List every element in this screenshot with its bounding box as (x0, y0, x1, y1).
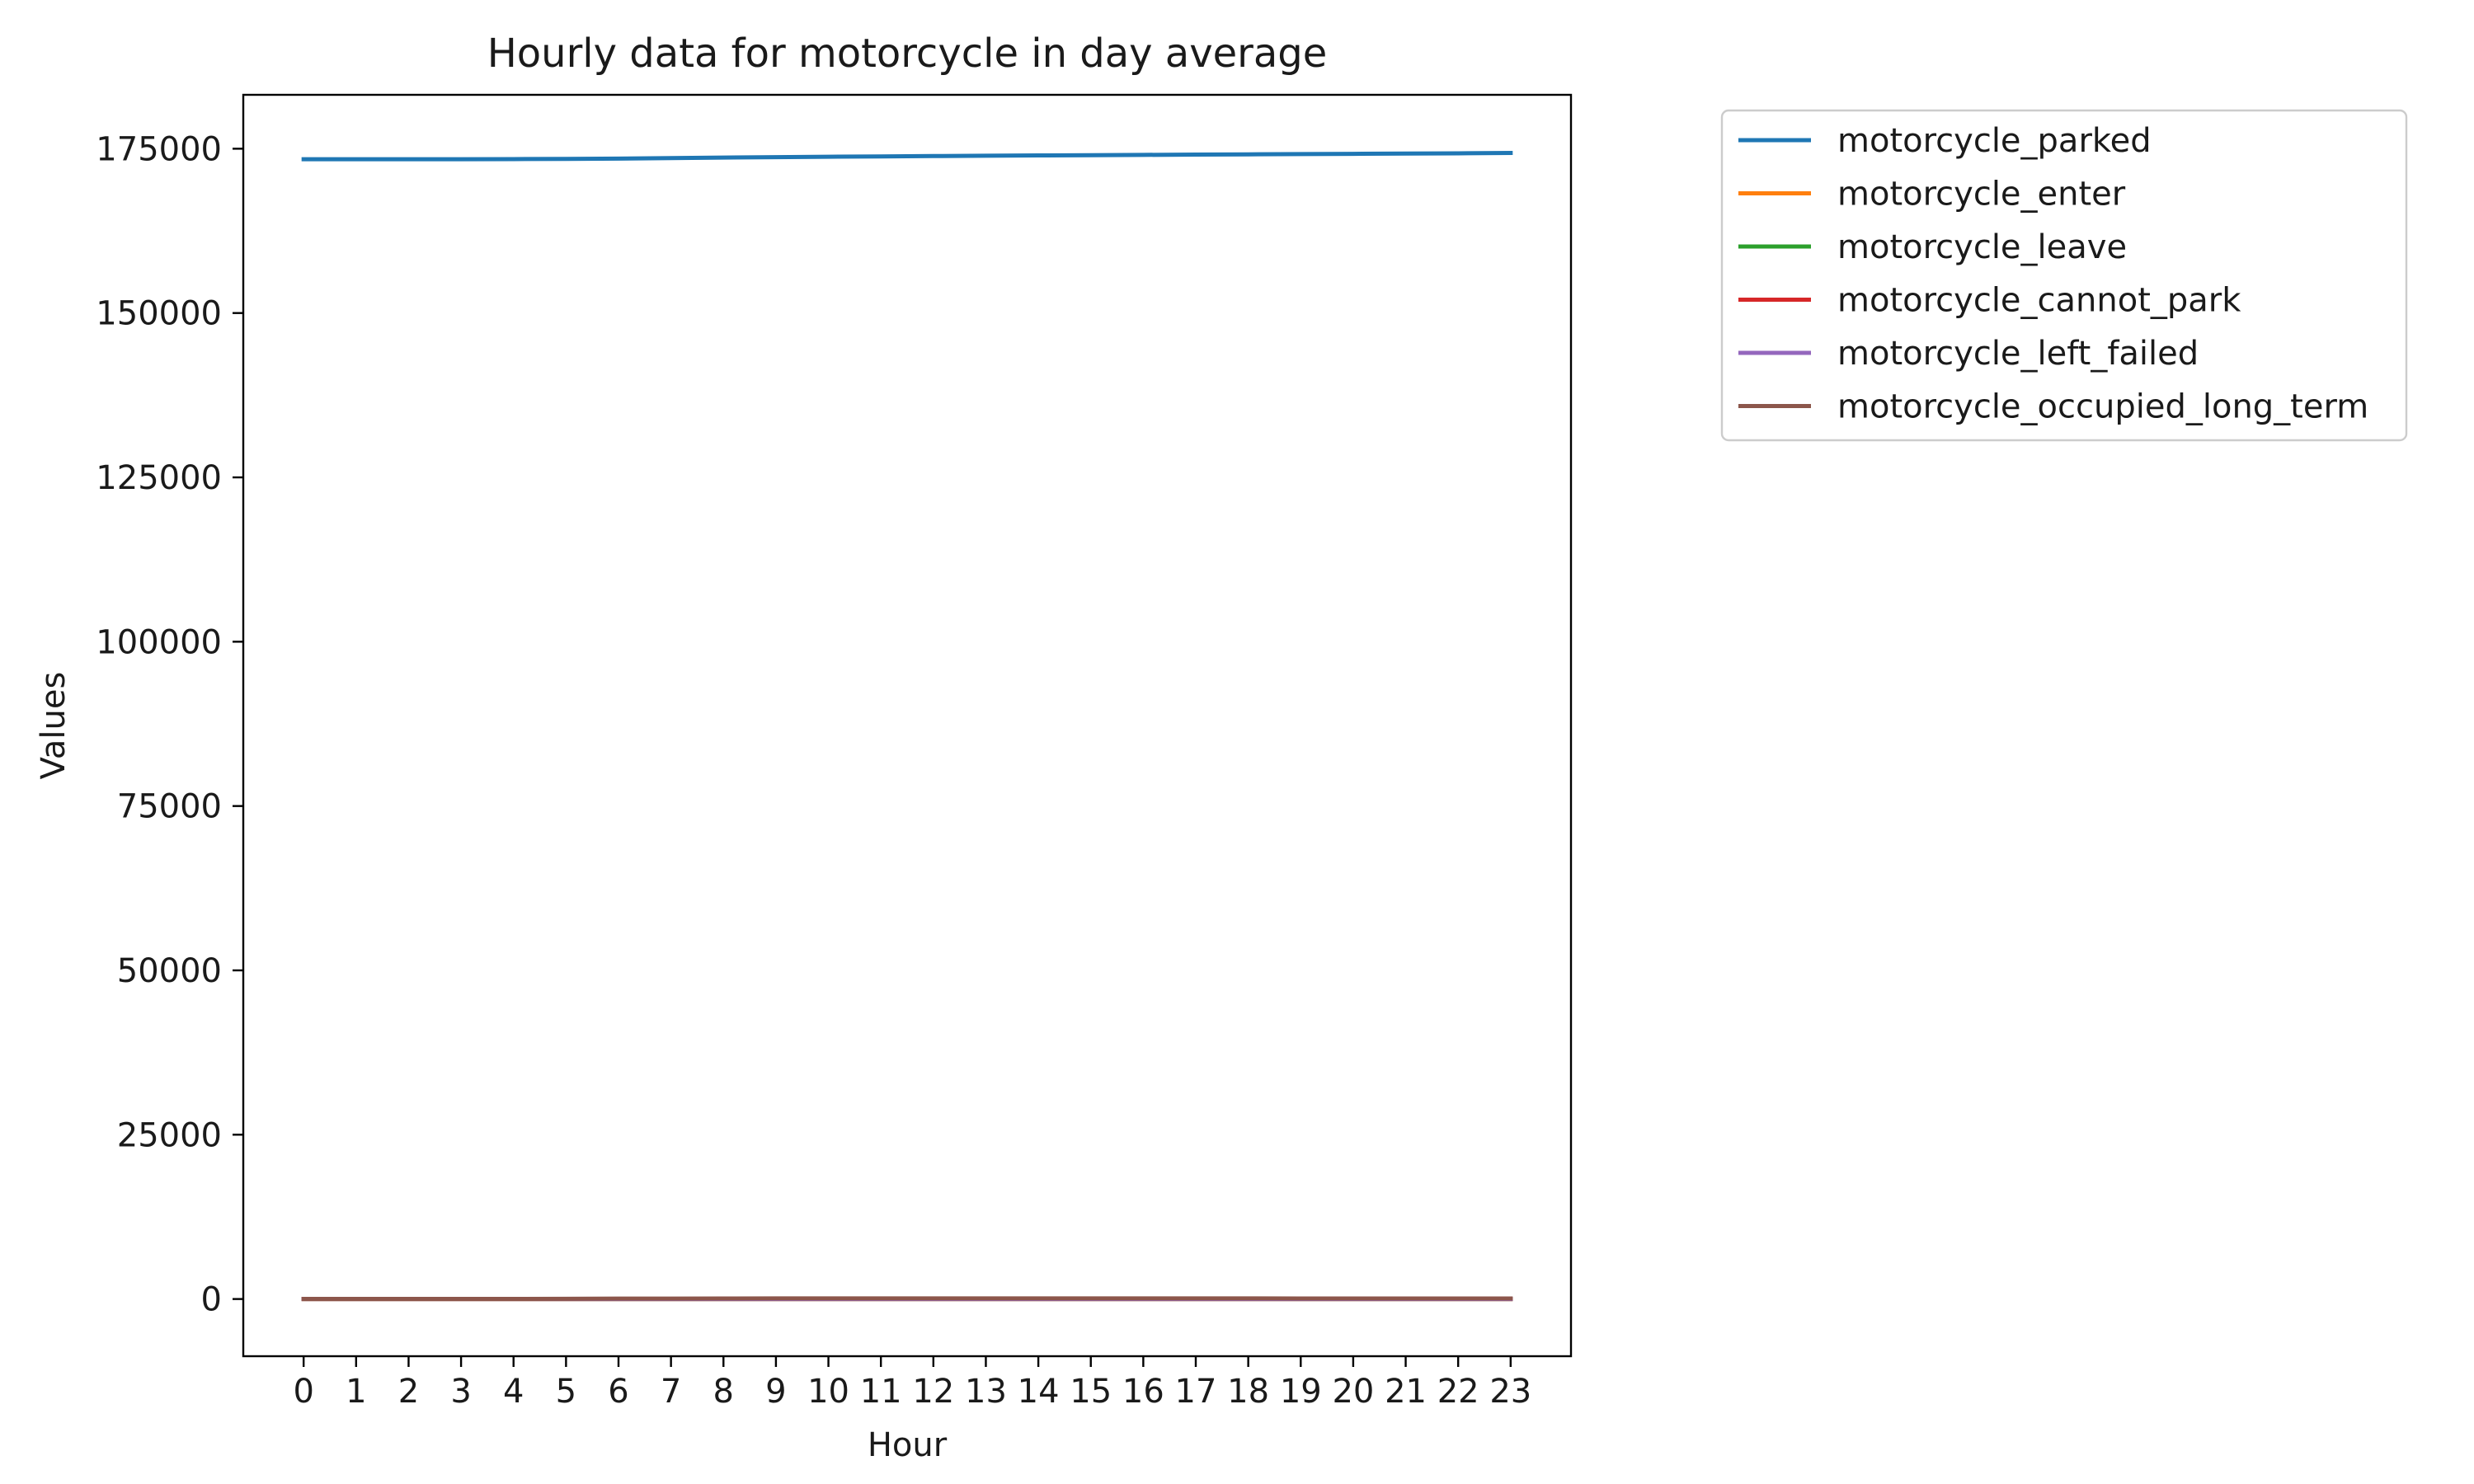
x-tick-label: 0 (293, 1373, 313, 1411)
x-tick-label: 10 (807, 1373, 849, 1411)
x-tick-label: 15 (1070, 1373, 1112, 1411)
x-tick-label: 6 (608, 1373, 628, 1411)
x-tick-label: 12 (912, 1373, 954, 1411)
legend-label: motorcycle_occupied_long_term (1837, 388, 2368, 426)
plot-area (301, 151, 1513, 1302)
y-tick-label: 100000 (96, 623, 222, 661)
x-tick-label: 4 (503, 1373, 524, 1411)
x-tick-label: 8 (713, 1373, 734, 1411)
x-tick-label: 14 (1018, 1373, 1060, 1411)
x-tick-label: 1 (346, 1373, 366, 1411)
x-tick-label: 20 (1332, 1373, 1374, 1411)
x-tick-label: 23 (1489, 1373, 1531, 1411)
y-axis: 0 25000 50000 75000 100000 125000 150000 175000 (96, 130, 243, 1319)
x-tick-label: 16 (1122, 1373, 1164, 1411)
x-axis-label: Hour (868, 1426, 948, 1464)
x-tick-label: 7 (661, 1373, 681, 1411)
y-axis-label: Values (35, 672, 73, 780)
chart-title: Hourly data for motorcycle in day averag… (487, 31, 1328, 77)
y-tick-label: 75000 (117, 788, 222, 826)
legend-frame (1720, 109, 2408, 442)
legend-label: motorcycle_left_failed (1837, 335, 2199, 373)
legend-label: motorcycle_cannot_park (1837, 282, 2241, 320)
x-tick-label: 3 (450, 1373, 471, 1411)
plot-frame (242, 93, 1573, 1358)
x-tick-label: 18 (1227, 1373, 1269, 1411)
y-tick-label: 150000 (96, 295, 222, 333)
series-line-motorcycle_parked (301, 151, 1513, 162)
x-tick-label: 19 (1280, 1373, 1322, 1411)
y-tick-label: 175000 (96, 130, 222, 168)
legend-label: motorcycle_leave (1837, 228, 2127, 266)
legend-label: motorcycle_enter (1837, 176, 2126, 214)
y-tick-label: 25000 (117, 1116, 222, 1154)
x-tick-label: 9 (765, 1373, 786, 1411)
x-tick-label: 22 (1437, 1373, 1479, 1411)
x-tick-label: 5 (556, 1373, 576, 1411)
legend: motorcycle_parked motorcycle_entermotorcy… (1720, 109, 2408, 442)
series-line-motorcycle_occupied_long_term (301, 1296, 1513, 1302)
x-tick-label: 2 (398, 1373, 419, 1411)
y-tick-label: 125000 (96, 459, 222, 497)
y-tick-label: 50000 (117, 952, 222, 990)
x-tick-label: 17 (1175, 1373, 1217, 1411)
x-tick-label: 21 (1385, 1373, 1427, 1411)
x-axis: 0 1 2 3 4 5 6 7 8 9 10 11 12 13 14 15 16 17 18 19 20 21 22 23 (293, 1356, 1531, 1411)
x-tick-label: 11 (860, 1373, 902, 1411)
y-tick-label: 0 (201, 1281, 222, 1319)
legend-label: motorcycle_parked (1837, 122, 2152, 160)
x-tick-label: 13 (965, 1373, 1007, 1411)
